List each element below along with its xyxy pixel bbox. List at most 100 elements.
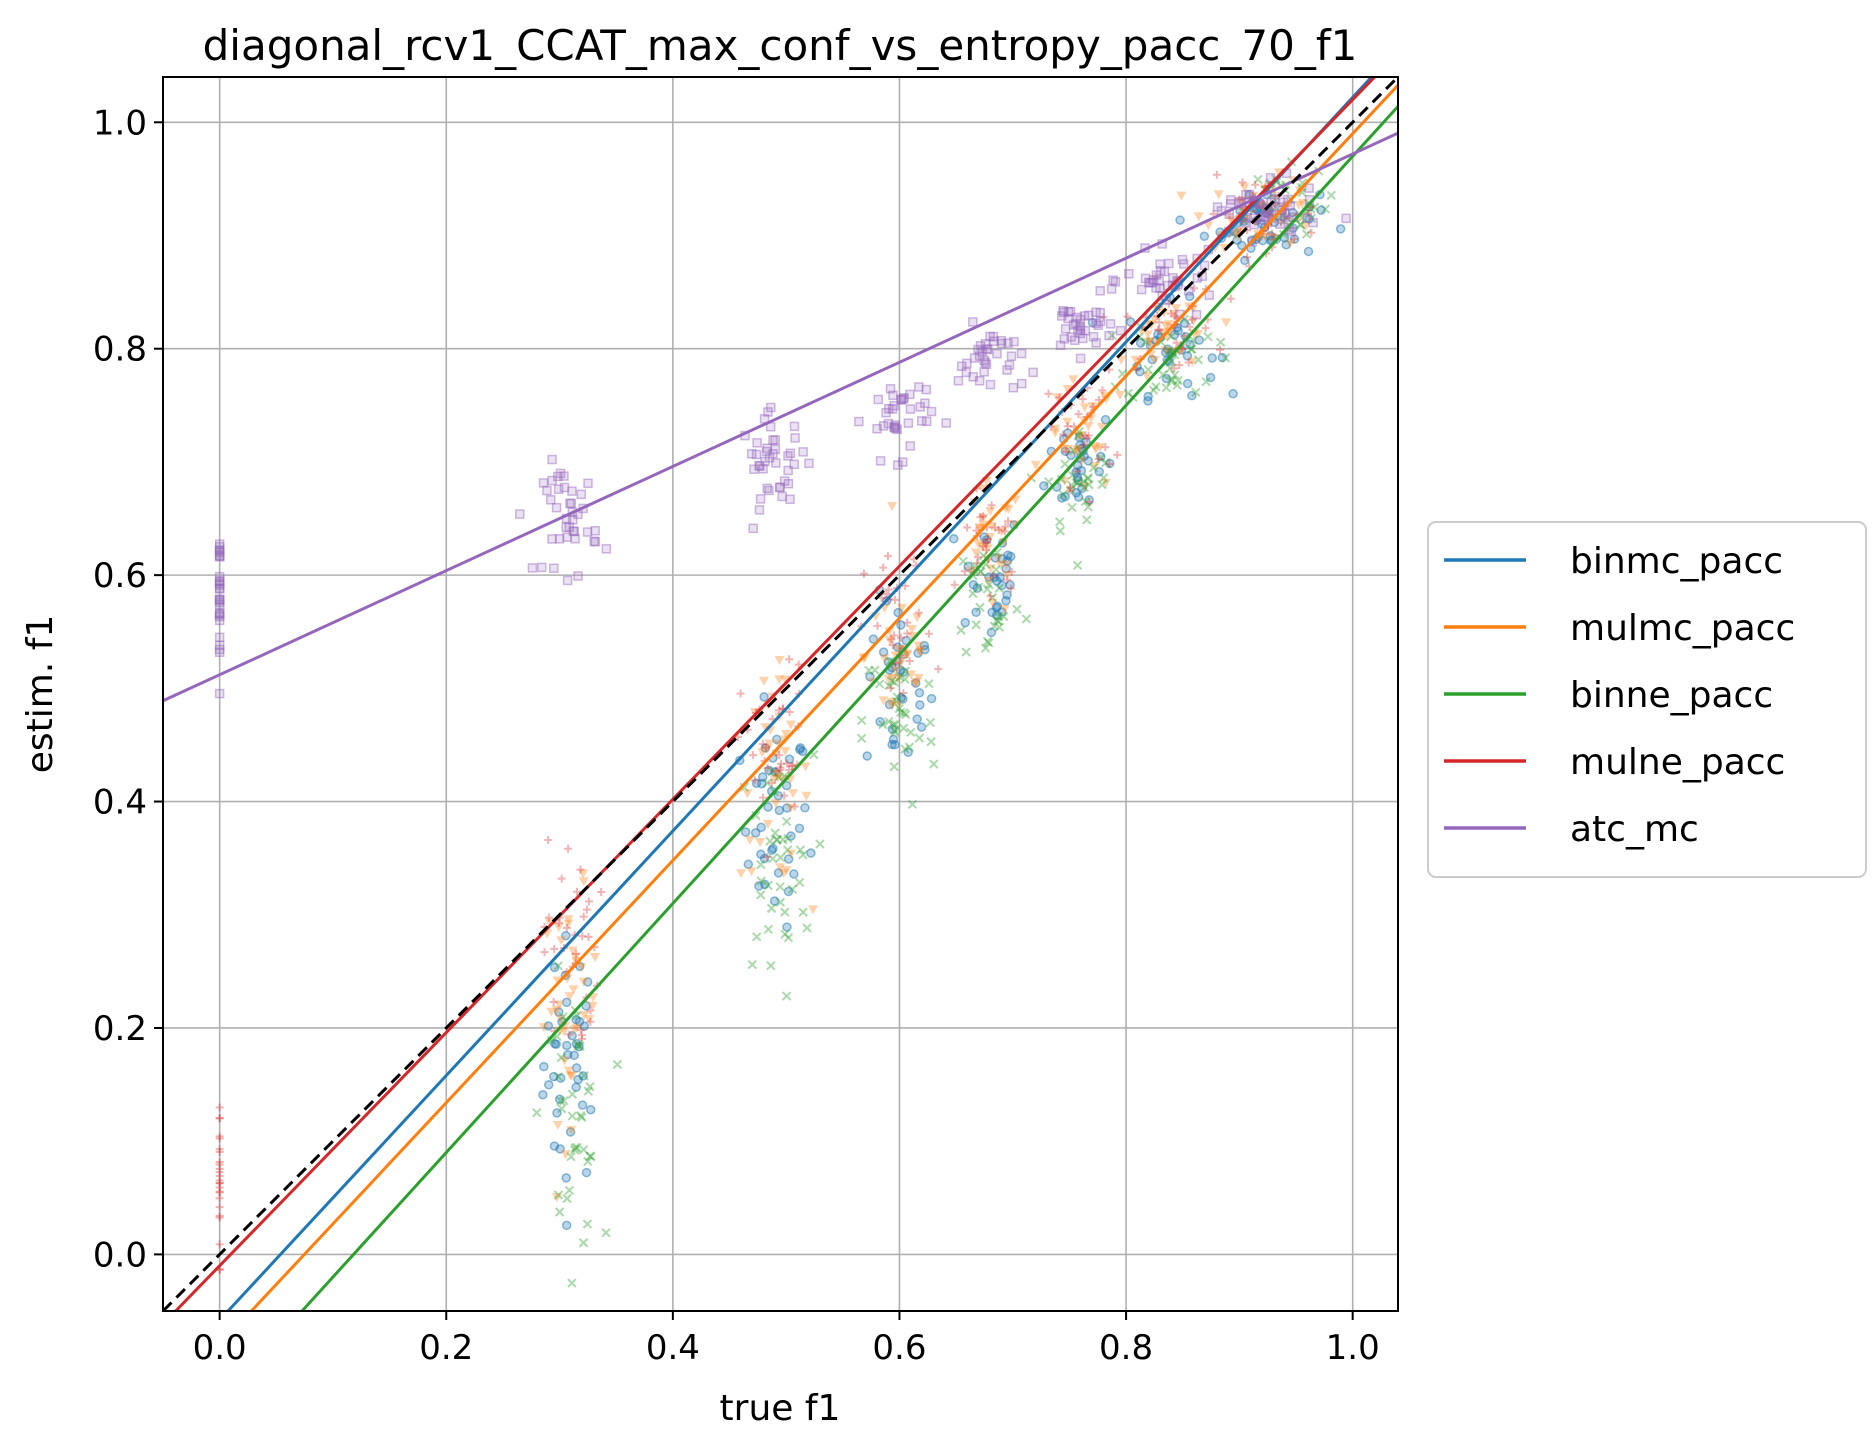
atc_mc-point — [926, 406, 937, 417]
binne_pacc-point — [1186, 344, 1196, 354]
mulne_pacc-point — [1085, 498, 1094, 507]
mulmc_pacc-point — [546, 1007, 557, 1017]
atc_mc-point — [549, 563, 559, 573]
mulmc_pacc-point — [902, 650, 913, 660]
mulne_pacc-point — [1184, 358, 1193, 367]
atc_mc-point — [755, 494, 766, 504]
atc_mc-point — [589, 536, 599, 547]
x-tick-label: 0.8 — [1099, 1328, 1153, 1368]
mulne_pacc-point — [914, 608, 923, 617]
grid — [163, 77, 1398, 1311]
atc_mc-point — [1004, 360, 1015, 370]
binmc_pacc-point — [1162, 344, 1173, 354]
binmc_pacc-point — [1281, 240, 1291, 250]
mulmc_pacc-point — [1248, 191, 1259, 201]
binne_pacc-point — [907, 799, 918, 809]
mulne_pacc-point — [987, 501, 996, 510]
atc_mc-point — [1059, 307, 1069, 318]
mulne_pacc-point — [1081, 431, 1090, 440]
binne_pacc-point — [1101, 457, 1111, 468]
binne_pacc-point — [601, 1227, 611, 1238]
atc_mc-point — [214, 545, 225, 555]
atc_mc-point — [760, 456, 770, 467]
binne_pacc-point — [575, 1041, 585, 1052]
binne_pacc-point — [1167, 374, 1177, 385]
mulne_pacc-point — [889, 631, 898, 640]
atc_mc-point — [1073, 325, 1083, 336]
mulmc_pacc-point — [892, 674, 903, 684]
binmc_pacc-point — [773, 868, 784, 878]
binne_pacc-point — [958, 556, 968, 567]
atc_mc-point — [546, 495, 556, 505]
mulne_pacc-point — [549, 998, 558, 1007]
binne_pacc-point — [579, 1070, 589, 1081]
binne_pacc-point — [904, 742, 915, 752]
mulne_pacc-point — [1044, 389, 1053, 398]
binmc_pacc-point — [764, 765, 774, 776]
mulne_pacc-point — [1006, 584, 1015, 593]
mulne_pacc-point — [586, 1006, 595, 1015]
atc_mc-point — [903, 418, 914, 428]
binmc_pacc-point — [573, 1074, 583, 1085]
atc_mc-point — [766, 402, 776, 413]
binne_pacc-point — [1169, 350, 1180, 360]
binne_pacc-point — [1069, 445, 1079, 456]
atc_mc-point — [1066, 332, 1076, 342]
binne_pacc-point — [1083, 474, 1093, 484]
atc_mc-point — [214, 541, 225, 552]
atc_mc-point — [1058, 305, 1068, 316]
binne_pacc-point — [905, 727, 916, 738]
binne_pacc-point — [766, 903, 777, 914]
binmc_pacc-point — [1187, 390, 1197, 401]
y-tick-label: 1.0 — [93, 103, 147, 143]
mulne_pacc-point — [763, 764, 772, 773]
mulne_pacc-point — [879, 563, 888, 572]
mulmc_pacc-point — [1076, 456, 1087, 466]
mulmc_pacc-point — [1297, 198, 1308, 208]
binne_pacc-point — [572, 1142, 582, 1153]
binmc_pacc-point — [1287, 207, 1298, 218]
atc_mc-point — [1280, 208, 1290, 218]
mulmc_pacc-point — [757, 748, 768, 758]
binne_pacc-point — [763, 880, 773, 891]
binne_pacc-point — [1301, 229, 1312, 239]
atc_mc-point — [1124, 269, 1134, 279]
binne_pacc-point — [573, 1041, 583, 1051]
mulne_pacc-point — [565, 1030, 574, 1039]
mulmc_pacc-point — [985, 506, 996, 516]
atc_mc-point — [573, 571, 583, 581]
binne_pacc-point — [567, 1089, 578, 1099]
atc_mc-point — [1151, 270, 1162, 280]
mulmc_pacc-point — [762, 744, 773, 754]
mulmc_pacc-point — [978, 520, 989, 530]
mulmc_pacc-point — [1100, 478, 1111, 488]
atc_mc-point — [980, 357, 991, 368]
atc_mc-point — [1009, 336, 1019, 347]
mulne_pacc-point — [983, 538, 992, 547]
atc_mc-point — [899, 393, 909, 403]
atc_mc-point — [1016, 378, 1027, 389]
data-points — [214, 157, 1351, 1288]
mulne_pacc-point — [215, 1164, 224, 1173]
atc_mc-point — [1056, 311, 1067, 321]
mulne_pacc-point — [994, 525, 1003, 534]
atc_mc-point — [746, 449, 757, 459]
mulne_pacc-point — [873, 621, 882, 630]
mulne_pacc-point — [582, 905, 591, 914]
binmc_pacc-point — [789, 869, 799, 879]
binmc_pacc-point — [1135, 338, 1146, 348]
atc_mc-point — [887, 404, 898, 414]
binmc_pacc-point — [561, 1173, 571, 1183]
mulne_pacc-point — [1201, 324, 1210, 333]
binmc_pacc-point — [1182, 351, 1193, 361]
atc_mc-point — [214, 594, 225, 605]
mulmc_pacc-point — [1237, 206, 1248, 216]
x-tick-label: 0.6 — [872, 1328, 926, 1368]
binne_pacc-point — [583, 1086, 593, 1096]
mulmc_pacc-point — [553, 923, 564, 933]
binne_pacc-point — [1270, 202, 1281, 212]
mulmc_pacc-point — [780, 747, 791, 757]
binne_pacc-point — [772, 834, 782, 845]
mulne_pacc-point — [1171, 312, 1180, 321]
